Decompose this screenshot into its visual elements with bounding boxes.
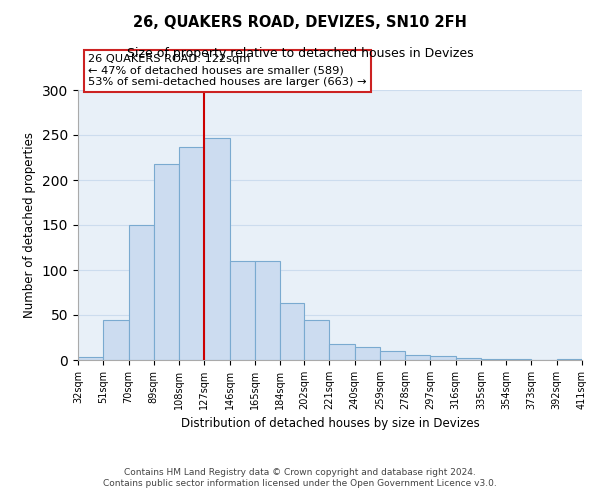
Bar [557, 359, 582, 360]
Bar [380, 351, 405, 360]
Bar [179, 146, 205, 360]
Bar [430, 356, 455, 360]
Bar [154, 164, 179, 360]
Y-axis label: Number of detached properties: Number of detached properties [23, 132, 37, 318]
X-axis label: Distribution of detached houses by size in Devizes: Distribution of detached houses by size … [181, 418, 479, 430]
Bar [78, 358, 103, 360]
Bar [230, 261, 255, 360]
Bar [103, 320, 128, 360]
Bar [355, 348, 380, 360]
Bar [205, 138, 230, 360]
Bar [329, 344, 355, 360]
Bar [455, 358, 481, 360]
Text: 26, QUAKERS ROAD, DEVIZES, SN10 2FH: 26, QUAKERS ROAD, DEVIZES, SN10 2FH [133, 15, 467, 30]
Bar [304, 320, 329, 360]
Text: Size of property relative to detached houses in Devizes: Size of property relative to detached ho… [127, 48, 473, 60]
Bar [405, 354, 430, 360]
Text: 26 QUAKERS ROAD: 122sqm
← 47% of detached houses are smaller (589)
53% of semi-d: 26 QUAKERS ROAD: 122sqm ← 47% of detache… [88, 54, 367, 88]
Bar [255, 261, 280, 360]
Bar [506, 359, 532, 360]
Bar [481, 359, 506, 360]
Text: Contains HM Land Registry data © Crown copyright and database right 2024.
Contai: Contains HM Land Registry data © Crown c… [103, 468, 497, 487]
Bar [280, 304, 304, 360]
Bar [128, 225, 154, 360]
